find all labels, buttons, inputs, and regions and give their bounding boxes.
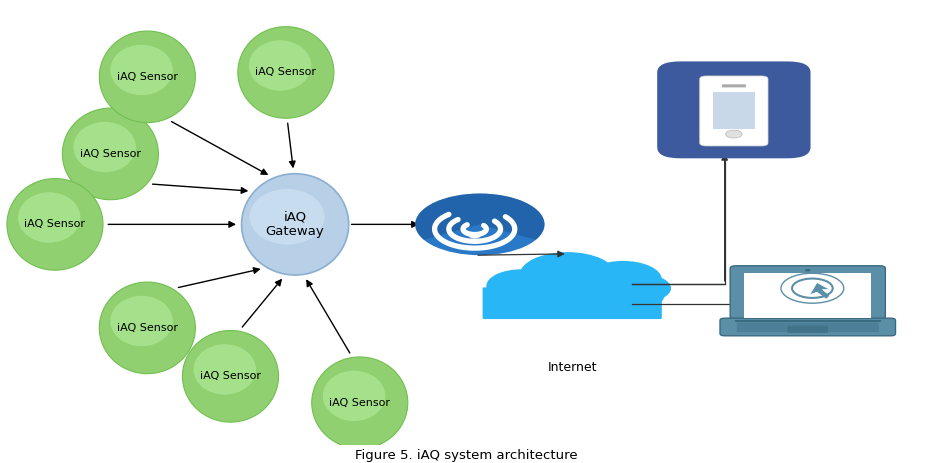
Ellipse shape xyxy=(241,174,349,275)
Text: iAQ Sensor: iAQ Sensor xyxy=(200,371,261,382)
Text: Internet: Internet xyxy=(547,361,597,374)
Ellipse shape xyxy=(100,282,196,374)
Ellipse shape xyxy=(74,122,136,172)
Text: Figure 5. iAQ system architecture: Figure 5. iAQ system architecture xyxy=(355,449,577,462)
Circle shape xyxy=(612,274,671,302)
FancyBboxPatch shape xyxy=(713,92,755,129)
FancyBboxPatch shape xyxy=(744,273,871,318)
Ellipse shape xyxy=(249,40,311,91)
Circle shape xyxy=(725,130,742,138)
Text: iAQ Sensor: iAQ Sensor xyxy=(24,219,86,229)
FancyBboxPatch shape xyxy=(736,323,879,332)
Ellipse shape xyxy=(110,296,172,346)
Circle shape xyxy=(518,267,625,318)
Ellipse shape xyxy=(322,371,385,421)
Ellipse shape xyxy=(183,331,279,422)
Text: iAQ Sensor: iAQ Sensor xyxy=(255,68,316,77)
Text: iAQ Sensor: iAQ Sensor xyxy=(80,149,141,159)
Circle shape xyxy=(487,269,556,303)
Ellipse shape xyxy=(238,27,334,118)
Ellipse shape xyxy=(110,45,172,95)
FancyBboxPatch shape xyxy=(720,318,896,336)
Text: iAQ Sensor: iAQ Sensor xyxy=(116,323,178,333)
FancyBboxPatch shape xyxy=(657,62,811,158)
Text: iAQ
Gateway: iAQ Gateway xyxy=(266,210,324,238)
Polygon shape xyxy=(810,282,829,299)
Ellipse shape xyxy=(311,357,408,449)
Text: iAQ Sensor: iAQ Sensor xyxy=(329,398,391,408)
Circle shape xyxy=(469,233,481,238)
FancyBboxPatch shape xyxy=(788,325,828,333)
Ellipse shape xyxy=(62,108,158,200)
FancyBboxPatch shape xyxy=(730,266,885,324)
Ellipse shape xyxy=(7,179,103,270)
Ellipse shape xyxy=(250,189,324,244)
Ellipse shape xyxy=(194,344,256,394)
Circle shape xyxy=(415,194,544,255)
Circle shape xyxy=(805,269,811,271)
Text: iAQ Sensor: iAQ Sensor xyxy=(116,72,178,82)
FancyBboxPatch shape xyxy=(700,76,768,146)
Ellipse shape xyxy=(100,31,196,123)
Circle shape xyxy=(591,277,665,313)
Circle shape xyxy=(584,261,662,298)
Ellipse shape xyxy=(18,192,80,243)
Polygon shape xyxy=(416,194,544,240)
Circle shape xyxy=(519,252,616,298)
FancyBboxPatch shape xyxy=(722,84,746,88)
Circle shape xyxy=(486,281,552,313)
FancyBboxPatch shape xyxy=(483,288,662,319)
